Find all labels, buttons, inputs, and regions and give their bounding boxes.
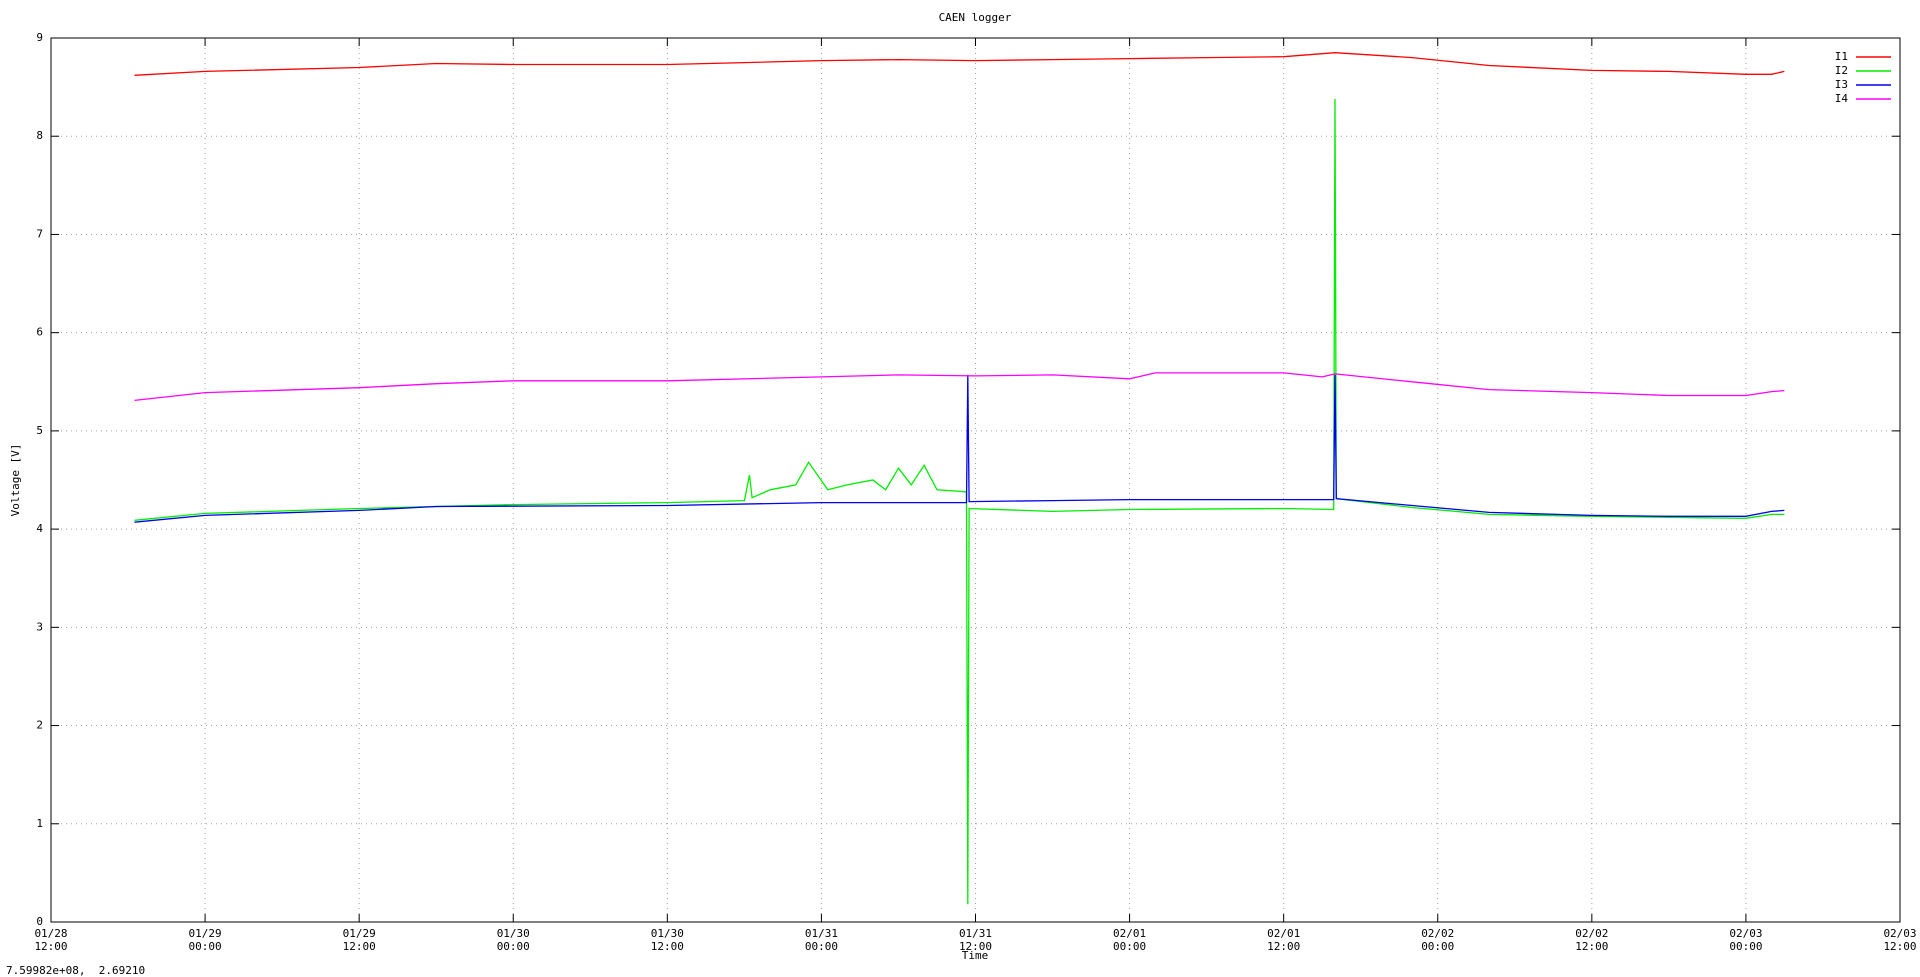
x-tick-label: 01/29 00:00 <box>189 927 222 953</box>
series-line <box>134 98 1785 905</box>
plot-frame <box>50 37 1901 923</box>
x-tick-label: 02/03 12:00 <box>1883 927 1916 953</box>
x-tick-label: 02/02 12:00 <box>1575 927 1608 953</box>
y-tick-label: 7 <box>36 227 43 240</box>
legend-label: I1 <box>1835 50 1848 63</box>
y-tick-label: 2 <box>36 719 43 732</box>
x-tick-label: 01/30 12:00 <box>651 927 684 953</box>
x-tick-label: 01/29 12:00 <box>343 927 376 953</box>
x-tick-label: 01/31 12:00 <box>959 927 992 953</box>
series-line <box>134 372 1785 402</box>
y-tick-label: 6 <box>36 326 43 339</box>
y-tick-label: 8 <box>36 129 43 142</box>
x-tick-label: 02/01 12:00 <box>1267 927 1300 953</box>
status-readout: 7.59982e+08, 2.69210 <box>6 964 145 977</box>
y-tick-label: 1 <box>36 817 43 830</box>
y-tick-label: 5 <box>36 424 43 437</box>
x-tick-label: 02/02 00:00 <box>1421 927 1454 953</box>
y-tick-label: 3 <box>36 620 43 633</box>
x-tick-label: 02/01 00:00 <box>1113 927 1146 953</box>
y-tick-label: 9 <box>36 31 43 44</box>
chart-title: CAEN logger <box>939 11 1012 24</box>
x-tick-label: 01/30 00:00 <box>497 927 530 953</box>
legend-label: I2 <box>1835 64 1848 77</box>
legend-label: I4 <box>1835 92 1849 105</box>
y-tick-label: 0 <box>36 915 43 928</box>
x-tick-label: 01/31 00:00 <box>805 927 838 953</box>
x-tick-label: 02/03 00:00 <box>1729 927 1762 953</box>
x-tick-label: 01/28 12:00 <box>34 927 67 953</box>
x-axis-label: Time <box>962 949 989 962</box>
series-line <box>134 374 1785 523</box>
y-tick-label: 4 <box>36 522 43 535</box>
series-line <box>134 52 1785 76</box>
y-axis-label: Voltage [V] <box>9 444 22 517</box>
legend-label: I3 <box>1835 78 1848 91</box>
